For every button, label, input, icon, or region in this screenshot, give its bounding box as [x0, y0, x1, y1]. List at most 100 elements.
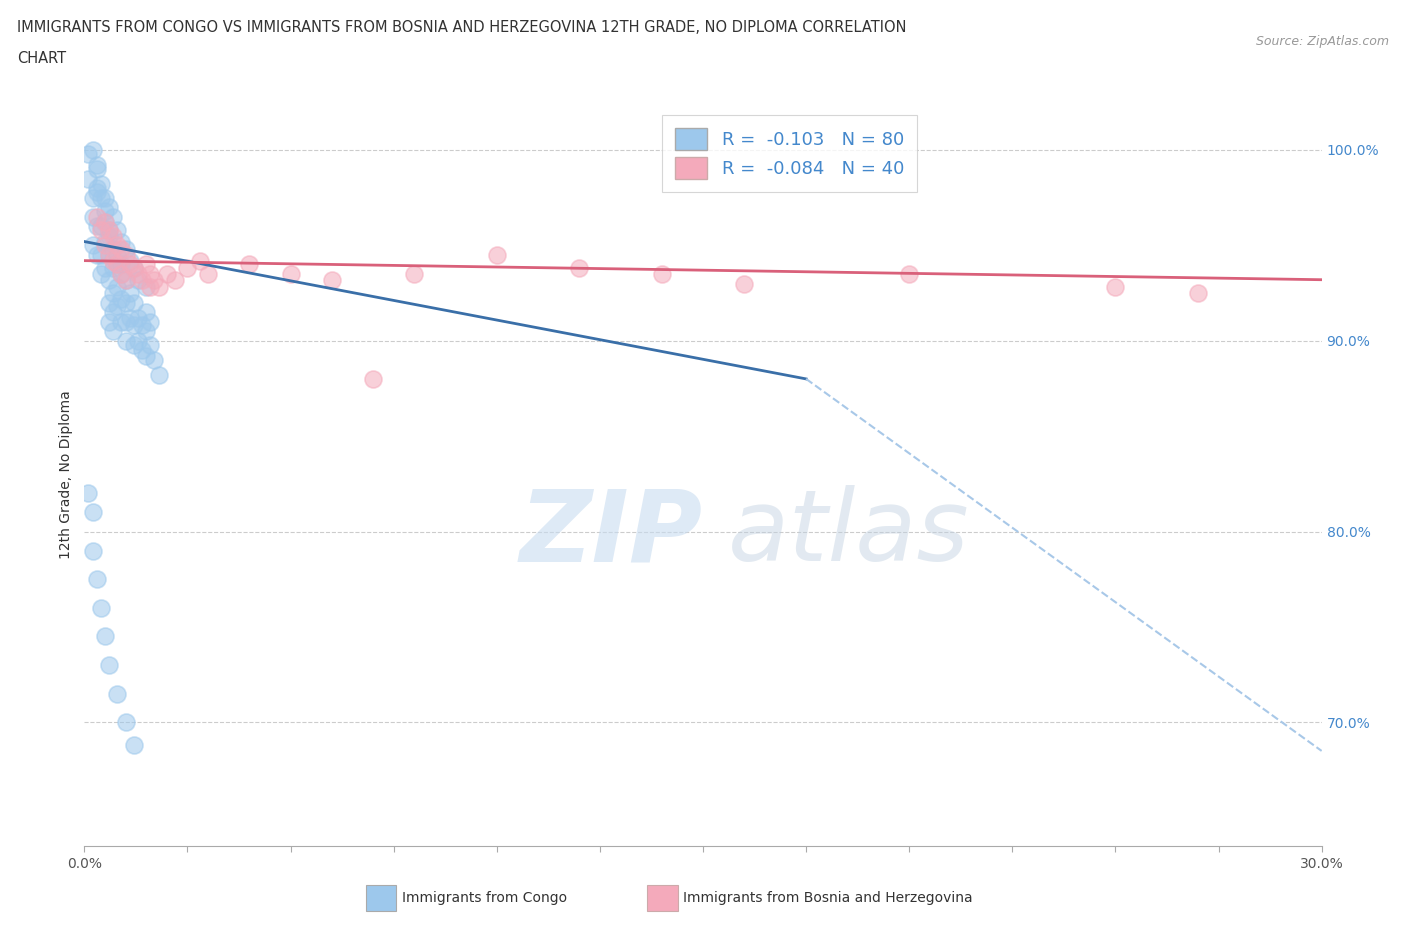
Point: [197, 267, 219, 282]
Point: [98, 314, 121, 329]
Point: [114, 247, 136, 262]
Point: [77, 146, 100, 161]
Point: [90, 601, 112, 616]
Legend: R =  -0.103   N = 80, R =  -0.084   N = 40: R = -0.103 N = 80, R = -0.084 N = 40: [662, 115, 917, 192]
Point: [1187, 286, 1209, 300]
Point: [143, 352, 166, 367]
Point: [94, 629, 117, 644]
Point: [148, 367, 170, 382]
Point: [94, 191, 117, 206]
Point: [135, 324, 157, 339]
Point: [86, 219, 108, 233]
Point: [135, 257, 157, 272]
Point: [404, 267, 426, 282]
Point: [127, 311, 149, 325]
Point: [122, 318, 145, 333]
Point: [90, 177, 112, 192]
Point: [103, 209, 125, 224]
Point: [651, 267, 673, 282]
Point: [110, 257, 132, 272]
Point: [139, 338, 162, 352]
Point: [568, 260, 591, 275]
Point: [110, 267, 132, 282]
Point: [118, 286, 141, 300]
Point: [98, 229, 121, 244]
Point: [103, 260, 125, 275]
Point: [86, 247, 108, 262]
Point: [103, 253, 125, 268]
Point: [898, 267, 921, 282]
Point: [165, 272, 187, 287]
Point: [90, 222, 112, 237]
Point: [139, 267, 162, 282]
Point: [77, 171, 100, 186]
Point: [122, 295, 145, 310]
Point: [135, 305, 157, 320]
Point: [122, 737, 145, 752]
Point: [114, 242, 136, 257]
Point: [321, 272, 343, 287]
Point: [86, 184, 108, 199]
Point: [176, 260, 198, 275]
Point: [114, 715, 136, 730]
Point: [105, 238, 128, 253]
Point: [98, 222, 121, 237]
Point: [114, 272, 136, 287]
Point: [94, 204, 117, 219]
Point: [114, 272, 136, 287]
Point: [188, 253, 211, 268]
Point: [82, 191, 104, 206]
Point: [105, 222, 128, 237]
Point: [131, 272, 153, 287]
Point: [105, 257, 128, 272]
Point: [98, 200, 121, 215]
Point: [86, 572, 108, 587]
Point: [94, 215, 117, 230]
Point: [127, 333, 149, 348]
Point: [733, 276, 755, 291]
Point: [135, 280, 157, 295]
Point: [90, 191, 112, 206]
Y-axis label: 12th Grade, No Diploma: 12th Grade, No Diploma: [59, 390, 73, 559]
Point: [485, 247, 508, 262]
Point: [103, 324, 125, 339]
Point: [105, 686, 128, 701]
Point: [1104, 280, 1126, 295]
Point: [94, 215, 117, 230]
Point: [361, 371, 384, 386]
Point: [90, 267, 112, 282]
Point: [238, 257, 260, 272]
Point: [110, 314, 132, 329]
Point: [105, 280, 128, 295]
Point: [280, 267, 302, 282]
Point: [118, 257, 141, 272]
Point: [118, 253, 141, 268]
Point: [86, 209, 108, 224]
Point: [139, 280, 162, 295]
Point: [98, 658, 121, 672]
Point: [98, 247, 121, 262]
Point: [86, 180, 108, 195]
Point: [82, 543, 104, 558]
Point: [127, 272, 149, 287]
Point: [131, 318, 153, 333]
Point: [98, 222, 121, 237]
Point: [122, 338, 145, 352]
Point: [103, 305, 125, 320]
Point: [122, 260, 145, 275]
Point: [114, 295, 136, 310]
Point: [103, 229, 125, 244]
Point: [82, 505, 104, 520]
Point: [110, 242, 132, 257]
Point: [82, 209, 104, 224]
Point: [148, 280, 170, 295]
Point: [98, 295, 121, 310]
Point: [86, 162, 108, 177]
Point: [103, 242, 125, 257]
Point: [105, 299, 128, 313]
Text: Source: ZipAtlas.com: Source: ZipAtlas.com: [1256, 35, 1389, 48]
Point: [110, 267, 132, 282]
Text: CHART: CHART: [17, 51, 66, 66]
Point: [90, 219, 112, 233]
Point: [110, 291, 132, 306]
